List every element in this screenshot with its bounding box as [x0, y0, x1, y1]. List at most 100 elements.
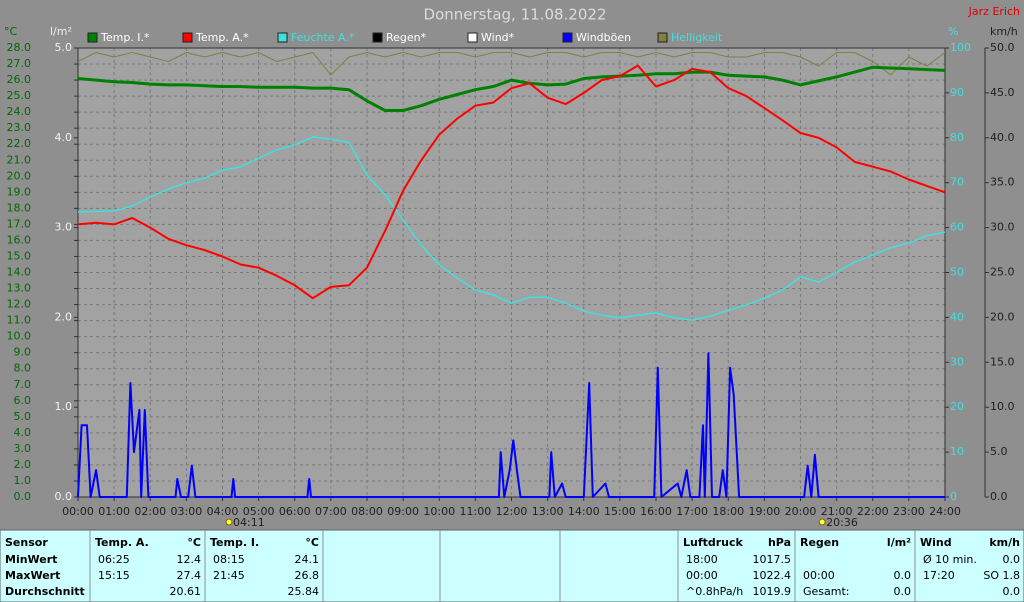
table-cell: 00:00: [686, 569, 718, 582]
legend-label: Temp. I.*: [100, 31, 150, 44]
y-tick-label: 19.0: [7, 185, 32, 198]
legend-label: Windböen: [576, 31, 631, 44]
x-tick-label: 06:00: [279, 505, 311, 518]
table-cell: MinWert: [5, 553, 57, 566]
x-tick-label: 10:00: [423, 505, 455, 518]
x-tick-label: 16:00: [640, 505, 672, 518]
table-header: Wind: [920, 536, 952, 549]
legend-swatch: [277, 32, 288, 43]
y-tick-label: 17.0: [7, 217, 32, 230]
sun-icon: [818, 518, 826, 526]
table-cell: Durchschnitt: [5, 585, 85, 598]
y-tick-label: 40.0: [990, 131, 1015, 144]
axis-unit: %: [948, 25, 958, 38]
table-cell: 00:00: [803, 569, 835, 582]
x-tick-label: 23:00: [893, 505, 925, 518]
y-tick-label: 7.0: [14, 378, 32, 391]
y-tick-label: 28.0: [7, 41, 32, 54]
x-tick-label: 00:00: [62, 505, 94, 518]
axis-unit: l/m²: [50, 25, 72, 38]
table-cell: 08:15: [213, 553, 245, 566]
y-tick-label: 25.0: [990, 266, 1015, 279]
y-tick-label: 80: [950, 131, 964, 144]
sun-icon: [225, 518, 233, 526]
x-tick-label: 20:00: [785, 505, 817, 518]
y-tick-label: 2.0: [55, 310, 73, 323]
table-cell: 15:15: [98, 569, 130, 582]
table-cell: MaxWert: [5, 569, 60, 582]
x-tick-label: 12:00: [496, 505, 528, 518]
x-tick-label: 24:00: [929, 505, 961, 518]
x-tick-label: 09:00: [387, 505, 419, 518]
legend-swatch: [182, 32, 193, 43]
y-tick-label: 12.0: [7, 298, 32, 311]
table-header: Regen: [800, 536, 839, 549]
x-tick-label: 18:00: [712, 505, 744, 518]
y-tick-label: 1.0: [14, 474, 32, 487]
x-tick-label: 22:00: [857, 505, 889, 518]
legend-label: Feuchte A.*: [291, 31, 355, 44]
table-cell: 0.0: [1003, 553, 1021, 566]
y-tick-label: 0.0: [14, 490, 32, 503]
y-tick-label: 20.0: [990, 310, 1015, 323]
x-tick-label: 19:00: [749, 505, 781, 518]
table-cell: 0.0: [894, 569, 912, 582]
y-tick-label: 0: [950, 490, 957, 503]
y-tick-label: 5.0: [990, 445, 1008, 458]
series-line: [77, 64, 946, 300]
y-tick-label: 35.0: [990, 176, 1015, 189]
y-tick-label: 3.0: [14, 442, 32, 455]
table-cell: ^0.8hPa/h: [686, 585, 743, 598]
y-tick-label: 1.0: [55, 400, 73, 413]
x-tick-label: 07:00: [315, 505, 347, 518]
series-line: [77, 352, 945, 498]
x-tick-label: 04:00: [207, 505, 239, 518]
table-cell: 1022.4: [753, 569, 792, 582]
table-header: °C: [187, 536, 201, 549]
y-tick-label: 15.0: [7, 249, 32, 262]
y-tick-label: 45.0: [990, 86, 1015, 99]
axis-unit: km/h: [990, 25, 1018, 38]
y-tick-label: 13.0: [7, 282, 32, 295]
legend-swatch: [467, 32, 478, 43]
x-tick-label: 05:00: [243, 505, 275, 518]
legend-label: Temp. A.*: [195, 31, 249, 44]
table-cell: 27.4: [177, 569, 202, 582]
table-header: Temp. A.: [95, 536, 149, 549]
y-tick-label: 5.0: [55, 41, 73, 54]
y-tick-label: 21.0: [7, 153, 32, 166]
y-tick-label: 5.0: [14, 410, 32, 423]
table-cell: 0.0: [1003, 585, 1021, 598]
y-tick-label: 8.0: [14, 362, 32, 375]
table-cell: 18:00: [686, 553, 718, 566]
y-tick-label: 20: [950, 400, 964, 413]
y-tick-label: 0.0: [55, 490, 73, 503]
x-tick-label: 21:00: [821, 505, 853, 518]
legend-swatch: [372, 32, 383, 43]
x-tick-label: 02:00: [134, 505, 166, 518]
table-header: °C: [305, 536, 319, 549]
table-cell: 17:20: [923, 569, 955, 582]
legend-label: Helligkeit: [671, 31, 723, 44]
y-tick-label: 15.0: [990, 355, 1015, 368]
table-cell: 12.4: [177, 553, 202, 566]
annotation: 04:11: [233, 516, 265, 529]
table-header: Temp. I.: [210, 536, 259, 549]
y-tick-label: 10.0: [990, 400, 1015, 413]
series-line: [77, 65, 946, 112]
table-cell: Gesamt:: [803, 585, 850, 598]
y-tick-label: 4.0: [14, 426, 32, 439]
x-tick-label: 14:00: [568, 505, 600, 518]
y-tick-label: 2.0: [14, 458, 32, 471]
table-cell: Ø 10 min.: [923, 553, 977, 566]
y-tick-label: 70: [950, 176, 964, 189]
author: Jarz Erich: [968, 5, 1020, 18]
legend-swatch: [562, 32, 573, 43]
series-line: [77, 52, 946, 76]
y-tick-label: 50: [950, 266, 964, 279]
y-tick-label: 3.0: [55, 221, 73, 234]
y-tick-label: 16.0: [7, 233, 32, 246]
y-tick-label: 24.0: [7, 105, 32, 118]
x-tick-label: 13:00: [532, 505, 564, 518]
